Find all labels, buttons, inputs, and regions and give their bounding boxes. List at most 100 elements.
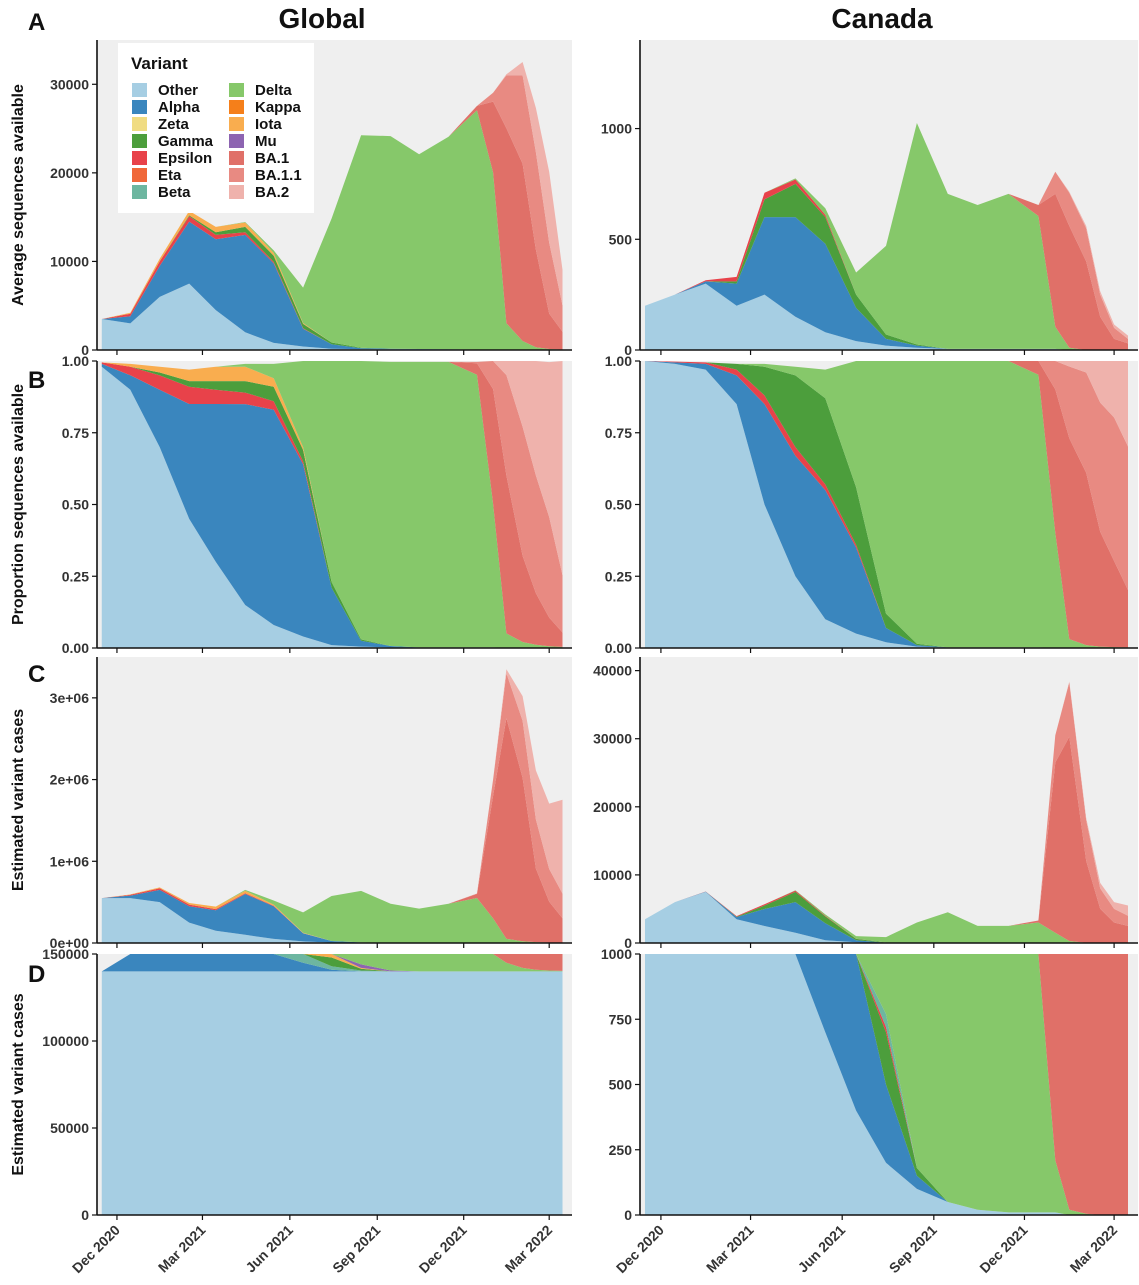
panel-b-global-area-ba-2 <box>101 361 563 576</box>
panel-a-global-area-ba-1 <box>101 101 563 350</box>
panel-b-canada-area-ba-1-1 <box>644 361 1128 590</box>
xtick-label: Dec 2021 <box>416 1222 470 1276</box>
panel-b-canada-area-alpha <box>644 361 1128 648</box>
panel-b-canada-ytick-label: 0.00 <box>605 640 632 656</box>
legend-label-iota: Iota <box>255 116 282 133</box>
xtick-label: Mar 2022 <box>1067 1222 1121 1276</box>
legend: Variant OtherAlphaZetaGammaEpsilonEtaBeta… <box>118 43 314 213</box>
panel-c-canada-area-other <box>644 891 1128 943</box>
legend-swatch-delta <box>229 83 244 97</box>
panel-b-canada-ytick-label: 0.50 <box>605 497 632 513</box>
panel-d-canada-area-delta <box>644 954 1128 1215</box>
panel-letter-c: C <box>28 661 45 688</box>
panel-a-global-area-ba-1-1 <box>101 75 563 332</box>
panel-c-canada-area-epsilon <box>644 890 1128 943</box>
title-global: Global <box>278 3 365 34</box>
panel-a-global-area-other <box>101 283 563 350</box>
panel-a-global-ytick-label: 0 <box>81 342 89 358</box>
legend-title: Variant <box>131 54 188 73</box>
panel-a-global-ytick-label: 20000 <box>50 165 89 181</box>
panel-a-canada-area-epsilon <box>644 179 1128 350</box>
panel-a-global-ylabel: Average sequences available <box>10 84 27 306</box>
panel-a-canada-area-gamma <box>644 183 1128 350</box>
panel-b-canada-ytick-label: 0.75 <box>605 425 632 441</box>
panel-d-global-area-ba-1 <box>101 954 563 972</box>
legend-label-kappa: Kappa <box>255 99 302 116</box>
legend-swatch-alpha <box>132 100 147 114</box>
xtick-label: Mar 2022 <box>502 1222 556 1276</box>
panel-d-canada-ytick-label: 1000 <box>601 946 632 962</box>
panel-a-global: 0 10000 20000 30000 Average sequences availa… <box>10 40 572 358</box>
panel-d-global-area-other <box>101 971 563 1215</box>
panel-d-canada: 0 250 500 750 1000 Dec 2020 Mar 2021 Jun 2021 Se… <box>601 946 1138 1276</box>
panel-a-global-ytick-label: 30000 <box>50 76 89 92</box>
legend-swatch-ba-1-1 <box>229 168 244 182</box>
panel-c-canada-area-delta <box>644 890 1128 943</box>
legend-swatch-kappa <box>229 100 244 114</box>
panel-b-global-ytick-label: 0.00 <box>62 640 89 656</box>
panel-c-canada-area-ba-1 <box>644 736 1128 943</box>
legend-label-alpha: Alpha <box>158 99 200 116</box>
panel-letter-a: A <box>28 9 45 36</box>
legend-swatch-beta <box>132 185 147 199</box>
panel-a-canada-area-other <box>644 283 1128 350</box>
legend-label-delta: Delta <box>255 82 292 99</box>
xtick-label: Mar 2021 <box>703 1222 757 1276</box>
panel-c-global-area-alpha <box>101 889 563 943</box>
xtick-label: Jun 2021 <box>242 1222 296 1276</box>
panel-d-canada-area-alpha <box>644 954 1128 1215</box>
panel-a-canada-ytick-label: 1000 <box>601 121 632 137</box>
panel-a-canada-area-delta <box>644 123 1128 350</box>
xtick-label: Mar 2021 <box>155 1222 209 1276</box>
panel-c-canada-ytick-label: 10000 <box>593 867 632 883</box>
panel-d-canada-area-gamma <box>644 954 1128 1215</box>
panel-c-canada: 0 10000 20000 30000 40000 <box>593 657 1138 951</box>
legend-swatch-iota <box>229 117 244 131</box>
legend-swatch-eta <box>132 168 147 182</box>
xtick-label: Dec 2020 <box>69 1222 123 1276</box>
panel-c-global-ytick-label: 0e+00 <box>50 935 90 951</box>
panel-c-canada-ytick-label: 0 <box>624 935 632 951</box>
panel-b-global-ytick-label: 0.50 <box>62 497 89 513</box>
panel-b-canada-area-other <box>644 361 1128 648</box>
panel-a-canada-ytick-label: 500 <box>609 231 633 247</box>
legend-label-eta: Eta <box>158 167 182 184</box>
panel-b-global-area-alpha <box>101 363 563 648</box>
panel-c-global-area-delta <box>101 887 563 943</box>
xtick-label: Dec 2021 <box>976 1222 1030 1276</box>
panel-b-global: 0.00 0.25 0.50 0.75 1.00 Proportion sequences… <box>10 353 572 656</box>
legend-label-ba-1: BA.1 <box>255 150 289 167</box>
panel-b-canada-ytick-label: 0.25 <box>605 568 632 584</box>
panel-a-canada-ytick-label: 0 <box>624 342 632 358</box>
xtick-label: Sep 2021 <box>329 1222 383 1276</box>
panel-c-global-ytick-label: 2e+06 <box>50 772 90 788</box>
panel-a-canada-area-ba-1 <box>644 123 1128 350</box>
panel-b-global-area-ba-1 <box>101 361 563 647</box>
panel-d-canada-ytick-label: 500 <box>609 1077 633 1093</box>
panel-c-canada-ytick-label: 20000 <box>593 799 632 815</box>
panel-a-global-area-delta <box>101 110 563 350</box>
legend-swatch-mu <box>229 134 244 148</box>
panel-d-global: 0 50000 100000 150000 Dec 2020 Mar 2021 Jun 20… <box>10 946 572 1276</box>
panel-b-canada-area-ba-1 <box>644 361 1128 648</box>
panel-c-global-ytick-label: 3e+06 <box>50 690 90 706</box>
panel-a-global-area-alpha <box>101 221 563 350</box>
panel-d-global-area-alpha <box>101 954 563 972</box>
legend-label-epsilon: Epsilon <box>158 150 212 167</box>
panel-d-global-area-gamma <box>101 954 563 972</box>
panel-d-canada-ytick-label: 250 <box>609 1142 633 1158</box>
panel-c-global: 0e+00 1e+06 2e+06 3e+06 Estimated variant ca… <box>10 657 572 951</box>
legend-swatch-ba-1 <box>229 151 244 165</box>
panel-b-global-ylabel: Proportion sequences available <box>10 384 27 625</box>
legend-label-ba-2: BA.2 <box>255 184 289 201</box>
panel-c-canada-area-alpha <box>644 891 1128 943</box>
panel-d-canada-ytick-label: 0 <box>624 1207 632 1223</box>
xtick-label: Jun 2021 <box>795 1222 849 1276</box>
panel-d-global-ytick-label: 50000 <box>50 1120 89 1136</box>
panel-a-canada: 0 500 1000 <box>601 40 1138 358</box>
panel-b-canada: 0.00 0.25 0.50 0.75 1.00 <box>605 353 1138 656</box>
legend-label-ba-1-1: BA.1.1 <box>255 167 302 184</box>
panel-c-global-area-ba-2 <box>101 669 563 913</box>
panel-c-canada-ytick-label: 40000 <box>593 663 632 679</box>
legend-swatch-gamma <box>132 134 147 148</box>
